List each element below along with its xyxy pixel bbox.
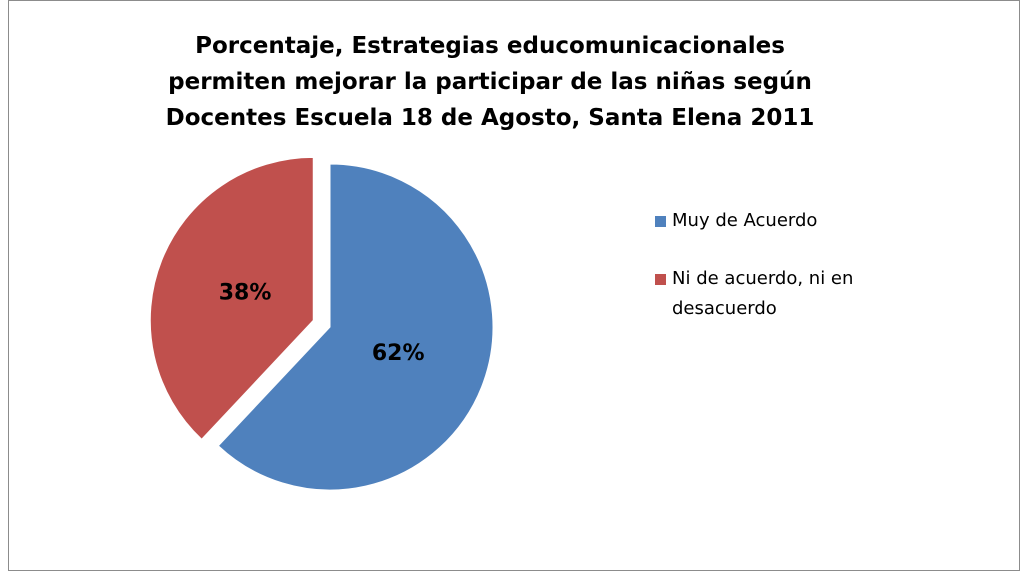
legend-swatch: [655, 274, 666, 285]
data-label: 38%: [219, 280, 272, 305]
legend-entry: Muy de Acuerdo: [655, 206, 895, 236]
legend-swatch: [655, 216, 666, 227]
pie-slice: [217, 163, 494, 491]
legend-label: Muy de Acuerdo: [672, 210, 818, 231]
pie-slice: [149, 156, 314, 440]
chart-title: Porcentaje, Estrategias educomunicaciona…: [165, 33, 815, 131]
data-label: 62%: [372, 341, 425, 366]
legend-entry: Ni de acuerdo, ni en desacuerdo: [655, 264, 895, 324]
legend-label: Ni de acuerdo, ni en desacuerdo: [672, 268, 854, 319]
